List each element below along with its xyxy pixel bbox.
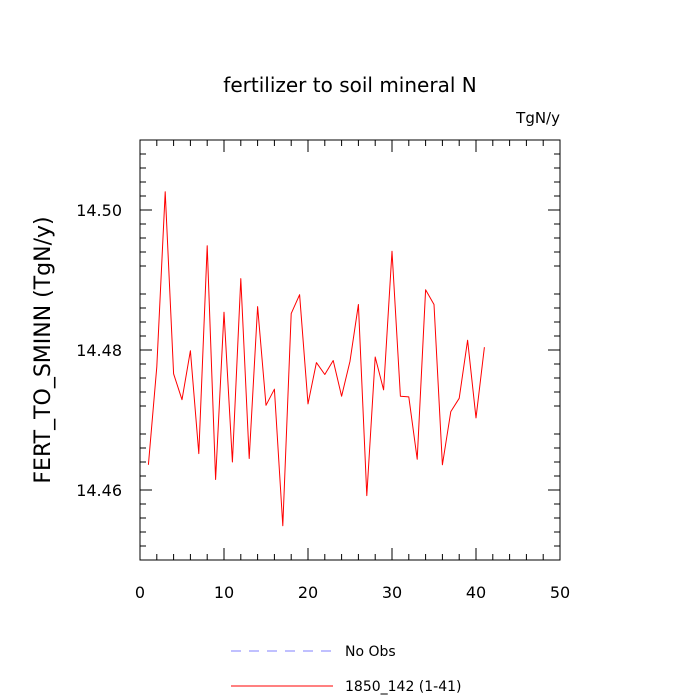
x-tick-label: 30 <box>382 583 402 602</box>
y-tick-label: 14.46 <box>76 481 122 500</box>
units-label: TgN/y <box>515 109 560 127</box>
legend: No Obs 1850_142 (1-41) <box>231 644 462 695</box>
y-tick-label: 14.50 <box>76 201 122 220</box>
axis-tick-labels: 0 10 20 30 40 50 14.46 14.48 14.50 <box>76 201 570 602</box>
series-group <box>147 191 485 527</box>
y-axis-label: FERT_TO_SMINN (TgN/y) <box>31 216 56 483</box>
x-tick-label: 20 <box>298 583 318 602</box>
x-tick-label: 10 <box>214 583 234 602</box>
x-tick-label: 40 <box>466 583 486 602</box>
axis-ticks <box>139 140 561 560</box>
series-line <box>147 191 485 527</box>
legend-label: 1850_142 (1-41) <box>345 679 462 695</box>
legend-label: No Obs <box>345 644 396 660</box>
x-tick-label: 50 <box>550 583 570 602</box>
x-tick-label: 0 <box>135 583 145 602</box>
y-tick-label: 14.48 <box>76 341 122 360</box>
chart-title: fertilizer to soil mineral N <box>223 73 476 97</box>
